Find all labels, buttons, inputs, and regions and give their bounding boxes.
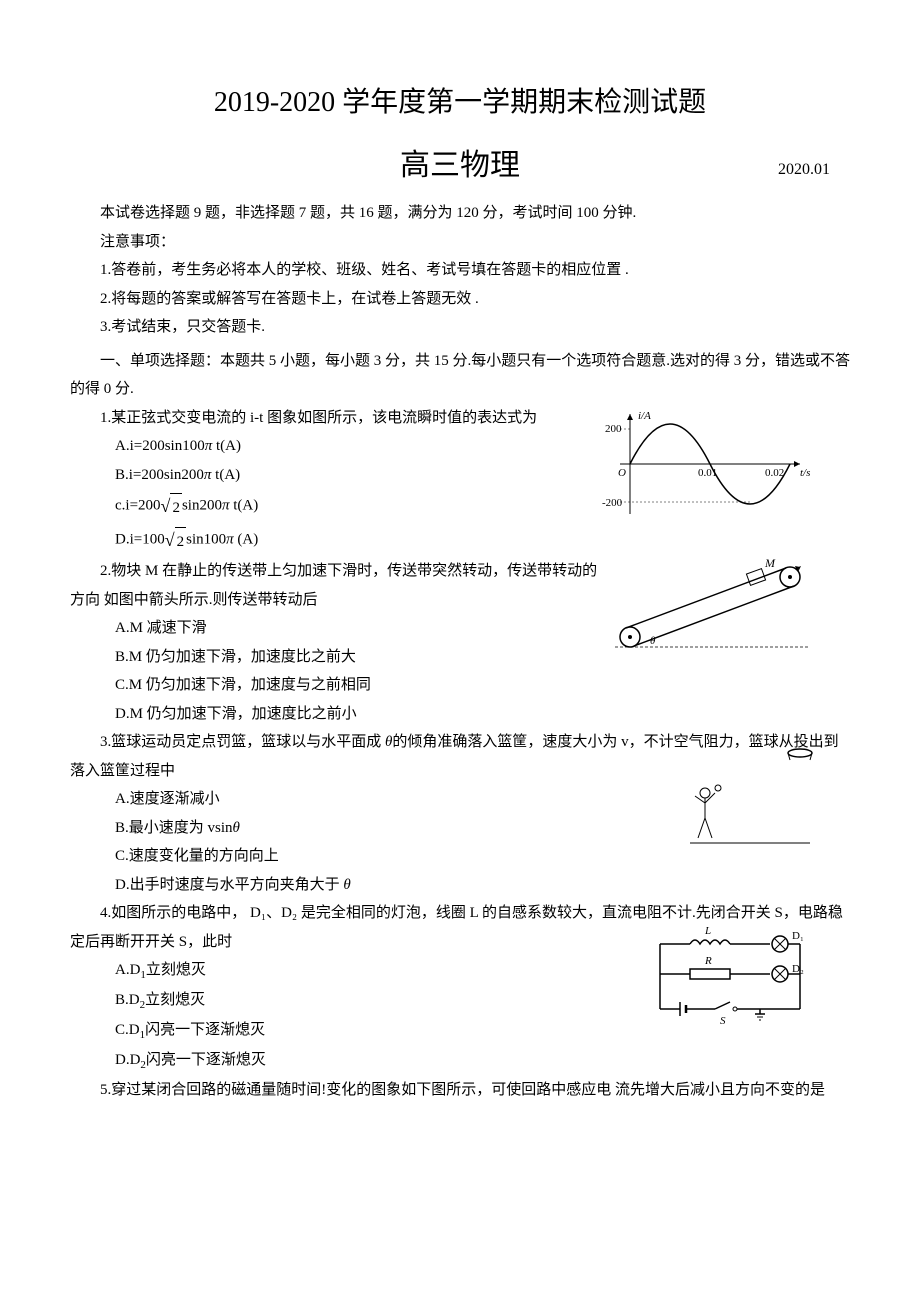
q4-c-post: 闪亮一下逐渐熄灭 [145, 1022, 265, 1038]
svg-text:t/s: t/s [800, 467, 810, 479]
theta-symbol: θ [343, 877, 350, 893]
svg-text:S: S [720, 1015, 726, 1027]
q4-c-pre: C.D [115, 1022, 140, 1038]
q1-d-pre: D.i=100 [115, 532, 165, 548]
instructions-block: 本试卷选择题 9 题，非选择题 7 题，共 16 题，满分为 120 分，考试时… [70, 199, 850, 342]
svg-text:D₂: D₂ [792, 963, 804, 975]
q3-diagram [680, 738, 820, 858]
q1-a-pre: A.i=200sin100 [115, 438, 205, 454]
q4-d-pre: D.D [115, 1052, 140, 1068]
exam-subtitle: 高三物理 [400, 140, 520, 184]
intro-text: 本试卷选择题 9 题，非选择题 7 题，共 16 题，满分为 120 分，考试时… [70, 199, 850, 228]
section-1-header: 一、单项选择题：本题共 5 小题，每小题 3 分，共 15 分.每小题只有一个选… [70, 347, 850, 404]
q4-a-pre: A.D [115, 962, 140, 978]
q2-opt-c: C.M 仍匀加速下滑，加速度与之前相同 [115, 671, 850, 700]
q4-d-post: 闪亮一下逐渐熄灭 [146, 1052, 266, 1068]
q3-d-pre: D.出手时速度与水平方向夹角大于 [115, 877, 343, 893]
svg-text:-200: -200 [602, 497, 623, 509]
notice-1: 1.答卷前，考生务必将本人的学校、班级、姓名、考试号填在答题卡的相应位置 . [70, 256, 850, 285]
q4-b-post: 立刻熄灭 [145, 992, 205, 1008]
subtitle-row: 高三物理 2020.01 [70, 140, 850, 184]
sqrt-icon: √2 [161, 489, 182, 523]
svg-text:M: M [764, 557, 776, 570]
q3-text-pre: 3.篮球运动员定点罚篮，篮球以与水平面成 [100, 734, 385, 750]
q4-circuit-diagram: L D₁ R D₂ S [640, 924, 820, 1034]
question-5: 5.穿过某闭合回路的磁通量随时间!变化的图象如下图所示，可使回路中感应电 流先增… [70, 1076, 850, 1105]
question-3-wrapper: 3.篮球运动员定点罚篮，篮球以与水平面成 θ的倾角准确落入篮筐，速度大小为 v，… [70, 728, 850, 899]
q1-b-suf: t(A) [211, 467, 240, 483]
svg-text:200: 200 [605, 423, 622, 435]
q2-diagram: M θ [600, 557, 820, 657]
svg-text:θ: θ [650, 635, 656, 647]
q1-chart: i/A 200 -200 O 0.01 0.02 t/s [600, 404, 820, 524]
question-1-wrapper: 1.某正弦式交变电流的 i-t 图象如图所示，该电流瞬时值的表达式为 A.i=2… [70, 404, 850, 558]
q1-b-pre: B.i=200sin200 [115, 467, 204, 483]
q1-d-mid: sin100 [186, 532, 226, 548]
q1-c-mid: sin200 [182, 498, 222, 514]
notice-3: 3.考试结束，只交答题卡. [70, 313, 850, 342]
q3-b-pre: B.最小速度为 vsin [115, 820, 233, 836]
q3-opt-d: D.出手时速度与水平方向夹角大于 θ [115, 871, 850, 900]
svg-text:L: L [704, 925, 711, 937]
pi-symbol: π [226, 532, 234, 548]
q2-opt-d: D.M 仍匀加速下滑，加速度比之前小 [115, 700, 850, 729]
q4-a-post: 立刻熄灭 [146, 962, 206, 978]
q4-opt-d: D.D2闪亮一下逐渐熄灭 [115, 1046, 850, 1076]
sqrt-icon: √2 [165, 523, 186, 557]
svg-text:0.01: 0.01 [698, 467, 717, 479]
q1-a-suf: t(A) [212, 438, 241, 454]
q1-c-suf: t(A) [229, 498, 258, 514]
svg-text:0.02: 0.02 [765, 467, 784, 479]
q1-c-pre: c.i=200 [115, 498, 161, 514]
notice-header: 注意事项： [70, 228, 850, 257]
q5-text: 5.穿过某闭合回路的磁通量随时间!变化的图象如下图所示，可使回路中感应电 流先增… [70, 1076, 850, 1105]
q1-opt-d: D.i=100√2sin100π (A) [115, 523, 850, 557]
svg-text:i/A: i/A [638, 410, 651, 422]
svg-text:R: R [704, 955, 712, 967]
exam-date: 2020.01 [778, 161, 830, 179]
question-4-wrapper: 4.如图所示的电路中， D₁、D₂ 是完全相同的灯泡，线圈 L 的自感系数较大，… [70, 899, 850, 1076]
q1-d-suf: (A) [234, 532, 259, 548]
exam-title: 2019-2020 学年度第一学期期末检测试题 [70, 80, 850, 120]
svg-text:D₁: D₁ [792, 930, 804, 942]
theta-symbol: θ [233, 820, 240, 836]
question-2-wrapper: 2.物块 M 在静止的传送带上匀加速下滑时，传送带突然转动，传送带转动的方向 如… [70, 557, 850, 728]
notice-2: 2.将每题的答案或解答写在答题卡上，在试卷上答题无效 . [70, 285, 850, 314]
q4-b-pre: B.D [115, 992, 140, 1008]
svg-text:O: O [618, 467, 626, 479]
